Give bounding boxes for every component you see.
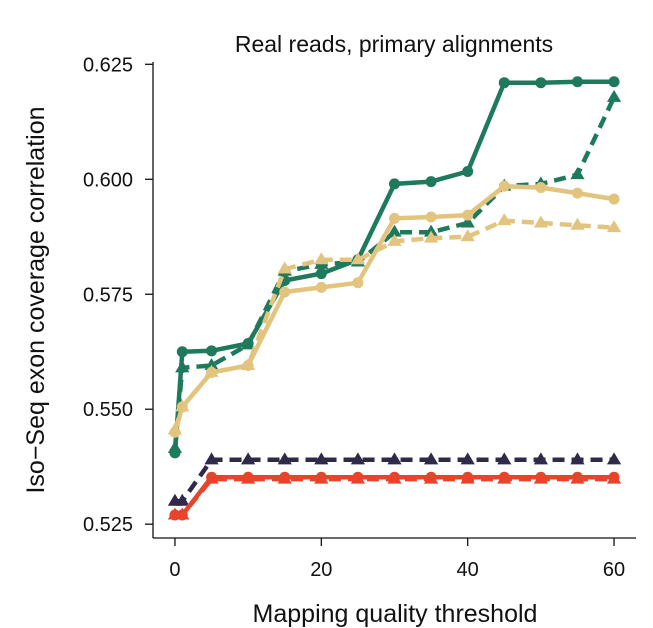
data-point <box>167 440 183 453</box>
data-point <box>277 452 292 465</box>
data-point <box>241 358 256 371</box>
data-point <box>606 89 622 102</box>
data-point <box>314 471 329 484</box>
series-line <box>175 476 614 518</box>
data-point <box>350 252 366 265</box>
data-point <box>497 452 512 465</box>
data-point <box>533 471 548 484</box>
y-tick-label: 0.550 <box>83 399 133 421</box>
series-3 <box>169 180 620 438</box>
y-axis-label: Iso−Seq exon coverage correlation <box>22 106 50 493</box>
data-point <box>570 167 585 180</box>
x-tick-label: 0 <box>169 559 180 581</box>
data-point <box>570 217 585 230</box>
data-point <box>314 252 329 265</box>
data-point <box>204 452 219 465</box>
data-point <box>315 281 327 293</box>
y-tick-label: 0.575 <box>83 284 133 306</box>
data-point <box>241 337 256 350</box>
x-tick-label: 60 <box>603 559 625 581</box>
chart-title: Real reads, primary alignments <box>235 31 553 57</box>
data-point <box>241 471 256 484</box>
data-point <box>460 471 475 484</box>
data-point <box>204 358 219 371</box>
data-point <box>533 452 548 465</box>
data-point <box>350 471 366 484</box>
data-point <box>497 471 512 484</box>
series-line <box>175 457 614 504</box>
series-1 <box>169 76 620 459</box>
data-point <box>460 215 475 228</box>
series-5 <box>167 452 622 506</box>
data-point <box>175 493 190 506</box>
data-point <box>389 178 400 190</box>
data-point <box>606 220 622 233</box>
data-point <box>175 360 190 373</box>
data-point <box>277 471 292 484</box>
data-point <box>462 209 474 221</box>
y-tick-label: 0.625 <box>83 54 133 76</box>
data-point <box>608 193 620 205</box>
y-tick-label: 0.600 <box>83 169 133 191</box>
data-point <box>241 452 256 465</box>
x-axis-label: Mapping quality threshold <box>253 600 538 628</box>
data-point <box>206 345 218 357</box>
data-point <box>387 452 402 465</box>
data-point <box>204 364 219 377</box>
series-2 <box>167 89 622 453</box>
axes: 0.525 0.550 0.575 0.600 0.625 0 20 40 60 <box>83 54 636 581</box>
data-point <box>387 233 402 246</box>
series-7 <box>167 471 622 520</box>
data-point <box>175 507 190 520</box>
data-point <box>497 213 512 226</box>
data-point <box>315 268 327 280</box>
data-point <box>350 452 366 465</box>
data-point <box>460 229 475 242</box>
data-point <box>606 471 622 484</box>
data-point <box>277 261 292 274</box>
data-point <box>571 187 583 199</box>
series-4 <box>167 213 622 435</box>
data-point <box>570 471 585 484</box>
data-point <box>425 211 437 223</box>
data-point <box>535 77 547 89</box>
data-point <box>423 452 439 465</box>
data-point <box>462 165 474 177</box>
data-point <box>389 212 400 224</box>
data-point <box>423 230 439 243</box>
series-layer <box>167 76 622 521</box>
data-point <box>314 452 329 465</box>
data-point <box>498 77 510 89</box>
data-point <box>570 452 585 465</box>
data-point <box>279 286 291 298</box>
series-line <box>172 79 614 454</box>
data-point <box>387 224 402 237</box>
series-line <box>172 218 615 431</box>
data-point <box>423 471 439 484</box>
data-point <box>167 422 183 435</box>
data-point <box>352 277 364 289</box>
y-tick-label: 0.525 <box>83 514 133 536</box>
x-tick-label: 40 <box>457 559 479 581</box>
data-point <box>175 399 190 412</box>
data-point <box>533 215 548 228</box>
data-point <box>606 452 622 465</box>
data-point <box>425 176 437 188</box>
data-point <box>387 471 402 484</box>
series-line <box>172 96 617 449</box>
data-point <box>571 76 583 88</box>
data-point <box>498 180 510 192</box>
data-point <box>535 182 547 194</box>
data-point <box>176 346 188 358</box>
x-tick-label: 20 <box>310 559 332 581</box>
data-point <box>204 471 219 484</box>
data-point <box>608 76 620 88</box>
data-point <box>460 452 475 465</box>
